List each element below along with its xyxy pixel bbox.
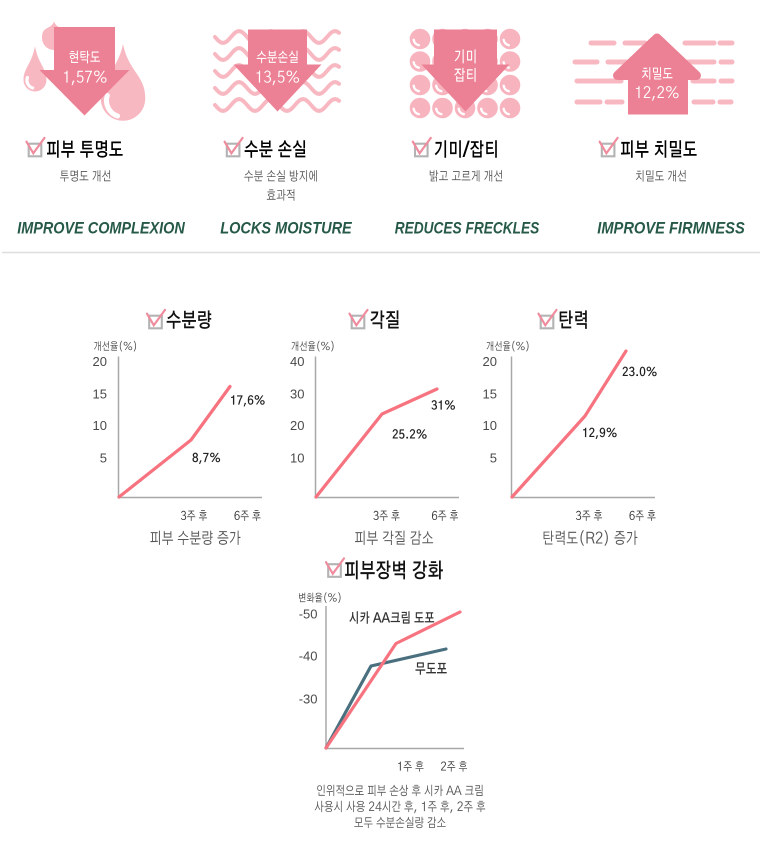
svg-text:REDUCES FRECKLES: REDUCES FRECKLES (395, 220, 540, 238)
svg-text:10: 10 (290, 450, 304, 465)
svg-text:20: 20 (290, 418, 304, 433)
svg-text:5: 5 (490, 450, 497, 465)
svg-text:30: 30 (290, 386, 304, 401)
svg-text:5: 5 (100, 450, 107, 465)
svg-text:10: 10 (93, 418, 107, 433)
svg-text:15: 15 (93, 386, 107, 401)
svg-text:IMPROVE COMPLEXION: IMPROVE COMPLEXION (17, 220, 185, 238)
svg-text:40: 40 (290, 354, 304, 369)
svg-text:10: 10 (483, 418, 497, 433)
svg-text:20: 20 (483, 354, 497, 369)
svg-text:20: 20 (93, 354, 107, 369)
svg-text:-40: -40 (299, 648, 318, 663)
svg-text:15: 15 (483, 386, 497, 401)
svg-text:-30: -30 (299, 691, 318, 706)
svg-text:IMPROVE FIRMNESS: IMPROVE FIRMNESS (597, 220, 745, 238)
svg-text:LOCKS MOISTURE: LOCKS MOISTURE (220, 220, 353, 238)
svg-text:-50: -50 (299, 606, 318, 621)
